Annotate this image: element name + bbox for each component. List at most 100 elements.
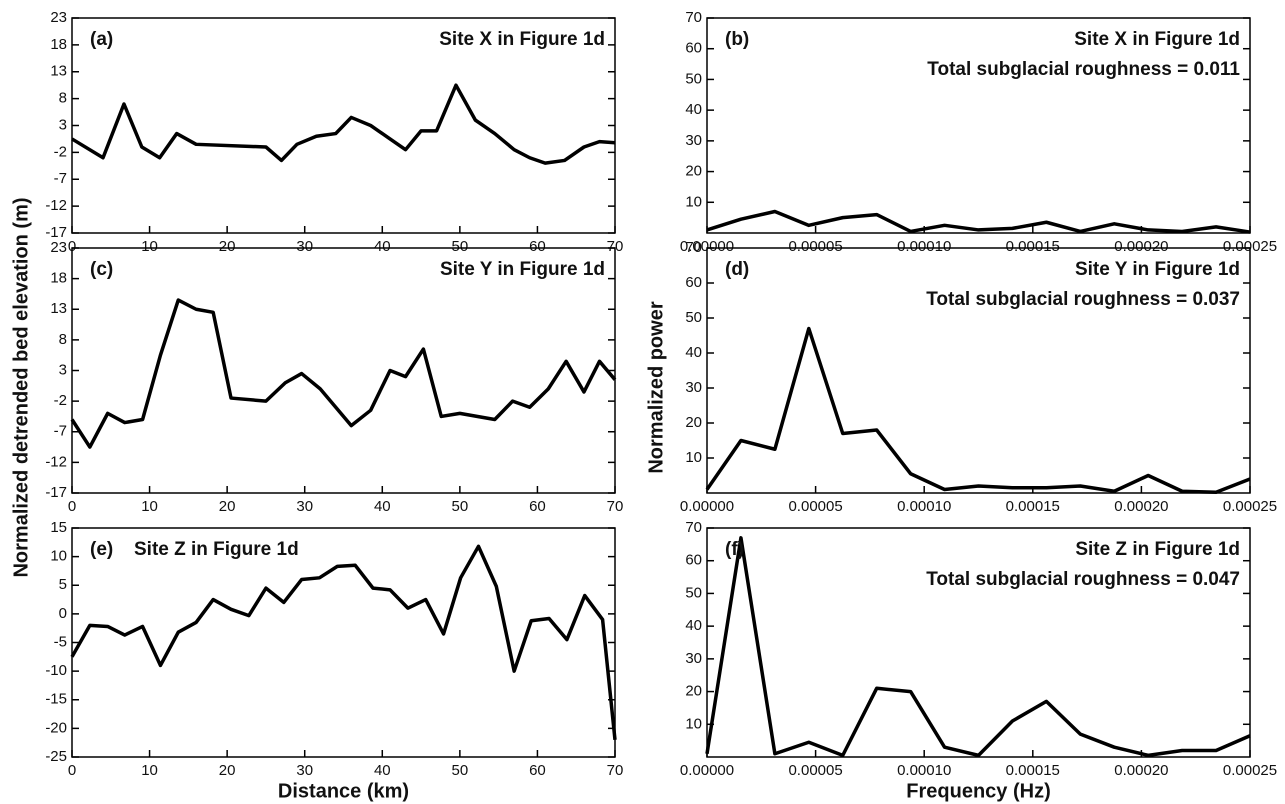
- x-tick-label: 0.00000: [680, 238, 734, 255]
- x-tick-label: 0: [68, 238, 76, 255]
- y-tick-label: 8: [59, 331, 67, 348]
- y-tick-label: 23: [50, 9, 67, 26]
- annotation: Total subglacial roughness = 0.011: [927, 59, 1240, 80]
- plot-frame: [71, 247, 616, 494]
- x-tick-label: 50: [452, 762, 469, 779]
- x-axis-label: Distance (km): [278, 780, 409, 802]
- y-tick-label: 40: [685, 101, 702, 118]
- y-tick-label: 18: [50, 36, 67, 53]
- panel-title: Site Y in Figure 1d: [1075, 259, 1240, 280]
- y-tick-label: -20: [45, 719, 67, 736]
- x-tick-label: 30: [296, 498, 313, 515]
- y-tick-label: 30: [685, 132, 702, 149]
- x-tick-label: 60: [529, 498, 546, 515]
- y-tick-label: 15: [50, 519, 67, 536]
- x-tick-label: 0.00020: [1114, 762, 1168, 779]
- panel-title: Site X in Figure 1d: [1074, 29, 1240, 50]
- panel-title: Site Z in Figure 1d: [134, 539, 299, 560]
- y-tick-label: -2: [54, 392, 67, 409]
- panel-label: (b): [725, 29, 749, 50]
- y-tick-label: -10: [45, 662, 67, 679]
- y-tick-label: 30: [685, 379, 702, 396]
- x-tick-label: 40: [374, 762, 391, 779]
- x-tick-label: 0: [68, 762, 76, 779]
- plot-frame: [706, 527, 1251, 758]
- x-tick-label: 20: [219, 498, 236, 515]
- panel-label: (a): [90, 29, 113, 50]
- x-tick-label: 30: [296, 762, 313, 779]
- x-tick-label: 0.00025: [1223, 498, 1277, 515]
- x-tick-label: 0.00015: [1006, 762, 1060, 779]
- y-tick-label: -17: [45, 484, 67, 501]
- annotation: Total subglacial roughness = 0.047: [926, 569, 1240, 590]
- y-tick-label: 13: [50, 300, 67, 317]
- y-tick-label: 30: [685, 650, 702, 667]
- x-tick-label: 10: [141, 498, 158, 515]
- x-tick-label: 0.00000: [680, 498, 734, 515]
- y-tick-label: 20: [685, 683, 702, 700]
- x-tick-label: 0.00015: [1006, 498, 1060, 515]
- plot-frame: [706, 247, 1251, 494]
- x-tick-label: 40: [374, 498, 391, 515]
- x-tick-label: 0.00000: [680, 762, 734, 779]
- y-tick-label: 3: [59, 361, 67, 378]
- y-tick-label: 0: [59, 605, 67, 622]
- x-tick-label: 70: [607, 762, 624, 779]
- x-tick-label: 0: [68, 498, 76, 515]
- data-line: [70, 298, 617, 449]
- data-line: [706, 209, 1251, 234]
- panel-title: Site Z in Figure 1d: [1075, 539, 1240, 560]
- y-tick-label: 5: [59, 576, 67, 593]
- y-tick-label: 70: [685, 519, 702, 536]
- x-tick-label: 50: [452, 498, 469, 515]
- x-tick-label: 10: [141, 762, 158, 779]
- y-tick-label: 20: [685, 163, 702, 180]
- y-tick-label: 40: [685, 617, 702, 634]
- x-tick-label: 0.00005: [788, 498, 842, 515]
- x-tick-label: 20: [219, 762, 236, 779]
- x-tick-label: 60: [529, 762, 546, 779]
- y-axis-label: Normalized power: [645, 301, 667, 473]
- y-tick-label: 50: [685, 584, 702, 601]
- x-tick-label: 0.00010: [897, 762, 951, 779]
- data-line: [70, 544, 617, 741]
- y-tick-label: 70: [685, 239, 702, 256]
- plot-frame: [71, 527, 616, 758]
- x-tick-label: 0.00020: [1114, 498, 1168, 515]
- x-tick-label: 20: [219, 238, 236, 255]
- y-tick-label: 60: [685, 552, 702, 569]
- y-tick-label: -17: [45, 224, 67, 241]
- y-tick-label: -12: [45, 197, 67, 214]
- y-tick-label: 50: [685, 309, 702, 326]
- y-tick-label: 60: [685, 274, 702, 291]
- panel-label: (f): [725, 539, 744, 560]
- plot-frame: [706, 17, 1251, 234]
- data-line: [71, 83, 616, 165]
- y-tick-label: 20: [685, 414, 702, 431]
- y-tick-label: -7: [54, 170, 67, 187]
- y-tick-label: -25: [45, 748, 67, 765]
- x-tick-label: 0.00005: [788, 762, 842, 779]
- x-tick-label: 0.00015: [1006, 238, 1060, 255]
- x-tick-label: 70: [607, 498, 624, 515]
- x-tick-label: 40: [374, 238, 391, 255]
- panel-title: Site X in Figure 1d: [439, 29, 605, 50]
- y-tick-label: -2: [54, 143, 67, 160]
- annotation: Total subglacial roughness = 0.037: [926, 289, 1240, 310]
- data-line: [705, 326, 1251, 495]
- y-tick-label: 10: [50, 548, 67, 565]
- panel-title: Site Y in Figure 1d: [440, 259, 605, 280]
- y-tick-label: 10: [685, 715, 702, 732]
- x-axis-label: Frequency (Hz): [906, 780, 1050, 802]
- y-tick-label: 40: [685, 344, 702, 361]
- x-tick-label: 0.00025: [1223, 238, 1277, 255]
- x-tick-label: 70: [607, 238, 624, 255]
- y-tick-label: 3: [59, 116, 67, 133]
- y-tick-label: 60: [685, 40, 702, 57]
- x-tick-label: 50: [452, 238, 469, 255]
- panel-label: (d): [725, 259, 749, 280]
- x-tick-label: 0.00010: [897, 238, 951, 255]
- x-tick-label: 30: [296, 238, 313, 255]
- y-tick-label: 50: [685, 70, 702, 87]
